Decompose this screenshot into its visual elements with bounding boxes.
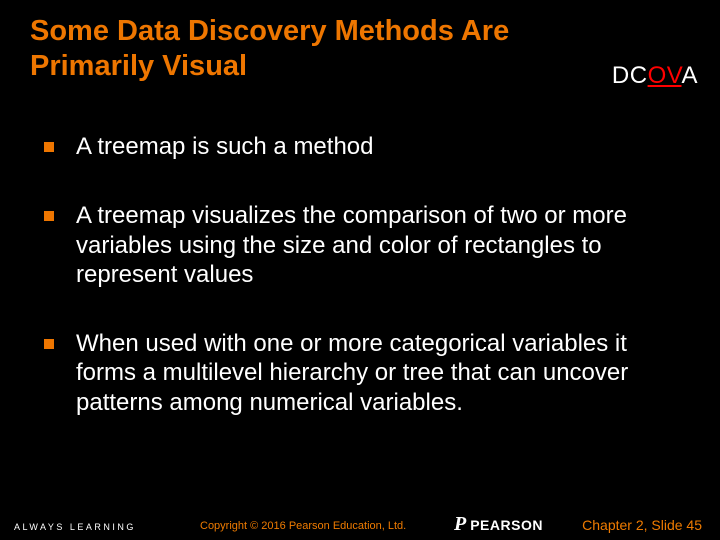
always-learning-label: ALWAYS LEARNING — [14, 522, 136, 532]
bullet-icon — [44, 211, 54, 221]
slide: Some Data Discovery Methods Are Primaril… — [0, 0, 720, 540]
copyright-text: Copyright © 2016 Pearson Education, Ltd. — [200, 520, 406, 532]
pearson-logo: P PEARSON — [454, 513, 543, 536]
dcova-ov: OV — [648, 62, 682, 89]
bullet-text: When used with one or more categorical v… — [76, 329, 690, 417]
list-item: A treemap is such a method — [44, 132, 690, 161]
list-item: A treemap visualizes the comparison of t… — [44, 201, 690, 289]
bullet-icon — [44, 142, 54, 152]
bullet-list: A treemap is such a method A treemap vis… — [44, 132, 690, 457]
slide-number: Chapter 2, Slide 45 — [582, 517, 702, 533]
pearson-p-icon: P — [454, 513, 466, 536]
slide-title: Some Data Discovery Methods Are Primaril… — [30, 14, 590, 84]
dcova-a: A — [681, 62, 698, 89]
list-item: When used with one or more categorical v… — [44, 329, 690, 417]
bullet-text: A treemap visualizes the comparison of t… — [76, 201, 690, 289]
slide-footer: ALWAYS LEARNING Copyright © 2016 Pearson… — [0, 510, 720, 540]
pearson-text: PEARSON — [470, 517, 543, 533]
dcova-dc: DC — [612, 62, 648, 89]
bullet-icon — [44, 339, 54, 349]
dcova-label: DCOVA — [612, 62, 698, 90]
bullet-text: A treemap is such a method — [76, 132, 374, 161]
